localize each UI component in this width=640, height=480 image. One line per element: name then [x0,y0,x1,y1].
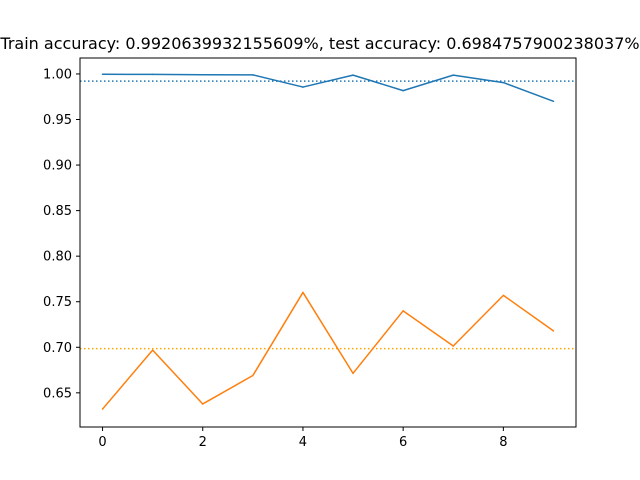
plot-area [80,73,576,410]
series-1-point-4 [302,86,304,88]
series-1-point-0 [101,73,104,76]
y-tick-label-2: 0.75 [43,295,72,310]
x-tick-label-4: 4 [299,435,307,450]
x-tick-label-8: 8 [499,435,507,450]
series-1-point-9 [552,100,555,103]
series-2-point-4 [302,291,304,294]
series-2-point-5 [352,372,354,375]
axes-frame [79,57,577,428]
series-1-point-6 [402,89,404,92]
series-2-point-9 [552,330,555,332]
y-tick-label-4: 0.85 [43,204,72,219]
series-2-point-2 [201,403,204,405]
x-tick-label-0: 0 [98,435,106,450]
y-tick-label-1: 0.70 [43,341,72,356]
series-1-point-7 [452,74,455,76]
series-line-1 [102,73,554,102]
x-tick-label-6: 6 [399,435,407,450]
y-tick-label-5: 0.90 [43,159,72,174]
y-tick-label-7: 1.00 [43,67,72,82]
chart-title: Train accuracy: 0.9920639932155609%, tes… [0,34,640,53]
y-tick-label-3: 0.80 [43,250,72,265]
series-2-point-1 [151,349,154,351]
series-1-point-8 [502,81,505,84]
x-tick-label-2: 2 [199,435,207,450]
series-2-point-0 [101,408,104,410]
series-2-point-6 [402,310,404,312]
series-1-point-1 [151,73,154,76]
series-2-point-8 [502,294,505,297]
y-tick-label-6: 0.95 [43,113,72,128]
series-1-point-3 [252,74,254,76]
series-2-point-7 [452,345,455,347]
series-line-2 [101,291,554,410]
y-tick-label-0: 0.65 [43,386,72,401]
axis-ticks: 0 2 4 6 8 0.65 0.70 0.75 0.80 0.85 0.90 0.95 1.00 [43,67,507,450]
series-1-point-5 [352,74,354,76]
series-2-point-3 [252,374,254,377]
series-1-point-2 [201,74,204,76]
